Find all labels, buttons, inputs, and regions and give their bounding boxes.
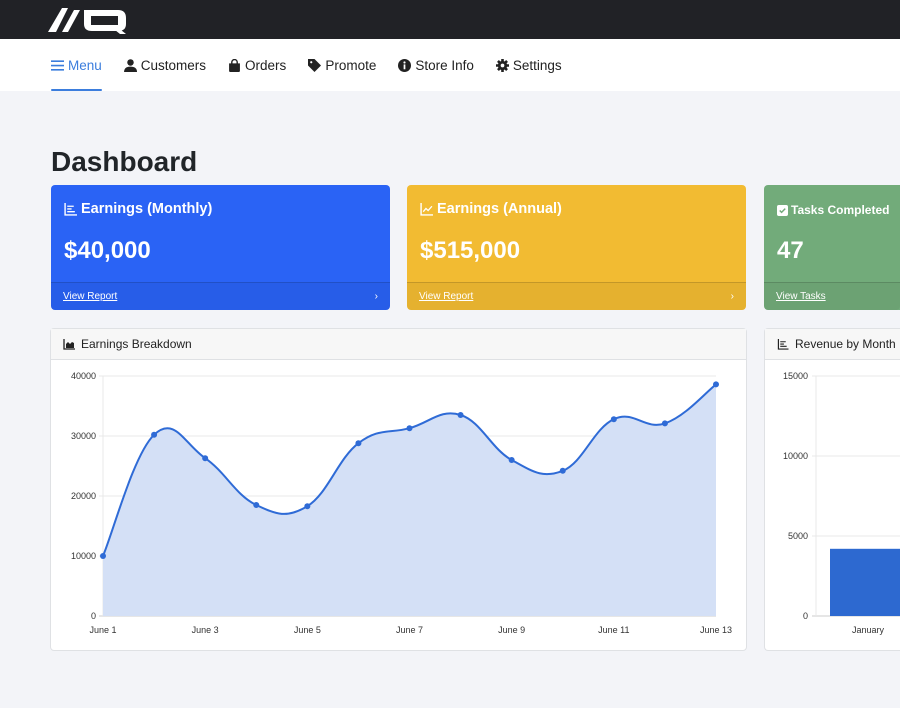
y-tick-label: 15000 — [783, 371, 808, 381]
x-tick-label: June 5 — [294, 625, 321, 635]
x-tick-label: January — [852, 625, 885, 635]
data-point — [202, 455, 209, 462]
bar-chart-icon — [777, 338, 789, 350]
y-tick-label: 40000 — [71, 371, 96, 381]
nav-label: Promote — [325, 57, 377, 73]
stat-value: $40,000 — [64, 237, 151, 264]
nav-store-info[interactable]: Store Info — [398, 39, 474, 91]
page-title: Dashboard — [51, 146, 198, 177]
data-point — [406, 425, 413, 432]
x-tick-label: June 9 — [498, 625, 525, 635]
line-chart-icon — [420, 202, 433, 216]
nav-orders[interactable]: Orders — [228, 39, 286, 91]
nav-label: Menu — [68, 57, 102, 73]
user-icon — [123, 58, 137, 72]
stat-value: 47 — [777, 237, 804, 264]
card-title: Earnings Breakdown — [81, 337, 192, 351]
bar — [830, 548, 900, 616]
data-point — [457, 412, 464, 418]
data-point — [559, 467, 566, 474]
x-tick-label: June 7 — [396, 625, 423, 635]
view-tasks-link[interactable]: View Tasks — [776, 291, 826, 302]
y-tick-label: 30000 — [71, 431, 96, 441]
nav-label: Customers — [140, 57, 207, 73]
x-tick-label: June 11 — [598, 625, 629, 635]
chevron-right-icon[interactable]: › — [374, 291, 378, 302]
view-report-link[interactable]: View Report — [419, 291, 474, 302]
stat-card-annual: Earnings (Annual) $515,000 View Report › — [407, 185, 746, 310]
y-tick-label: 0 — [803, 611, 808, 621]
stat-card-monthly: Earnings (Monthly) $40,000 View Report › — [51, 185, 390, 310]
nav-label: Orders — [245, 57, 287, 73]
nav-promote[interactable]: Promote — [308, 39, 376, 91]
y-tick-label: 5000 — [788, 531, 808, 541]
revenue-by-month-card: Revenue by Month 0 5000 10000 15000 January — [764, 328, 900, 651]
gear-icon — [495, 58, 509, 72]
area-fill — [103, 384, 716, 616]
logo[interactable] — [46, 4, 130, 34]
bar-chart-icon — [64, 202, 77, 216]
data-point — [661, 420, 668, 427]
x-tick-label: June 13 — [700, 625, 732, 635]
top-bar — [0, 0, 900, 39]
area-chart-icon — [63, 338, 75, 350]
data-point — [304, 503, 311, 510]
tag-icon — [308, 58, 322, 72]
stat-card-tasks: Tasks Completed 47 View Tasks — [764, 185, 900, 310]
nav-settings[interactable]: Settings — [495, 39, 562, 91]
info-circle-icon — [398, 58, 412, 72]
y-tick-label: 20000 — [71, 491, 96, 501]
revenue-bar-chart: 0 5000 10000 15000 January — [783, 371, 900, 635]
y-tick-label: 0 — [91, 611, 96, 621]
y-tick-label: 10000 — [71, 551, 96, 561]
card-title: Revenue by Month — [795, 337, 896, 351]
nav-customers[interactable]: Customers — [123, 39, 207, 91]
data-point — [508, 457, 515, 463]
earnings-area-chart: 0 10000 20000 30000 40000 June 1 June 3 June 5 J… — [71, 371, 732, 635]
chevron-right-icon[interactable]: › — [730, 291, 734, 302]
stat-title: Earnings (Annual) — [437, 201, 562, 217]
main-nav: Menu Customers Orders Promote Store Info… — [0, 39, 900, 91]
data-point — [610, 416, 617, 423]
shopping-bag-icon — [229, 58, 240, 72]
nav-menu[interactable]: Menu — [51, 39, 102, 91]
y-tick-label: 10000 — [783, 451, 808, 461]
data-point — [713, 381, 719, 388]
nav-label: Settings — [512, 57, 562, 73]
nav-label: Store Info — [415, 57, 474, 73]
stat-title: Tasks Completed — [791, 203, 890, 217]
data-point — [151, 431, 158, 438]
earnings-breakdown-card: Earnings Breakdown 0 10000 20000 30000 40000… — [50, 328, 747, 651]
x-tick-label: June 3 — [192, 625, 219, 635]
data-point — [355, 440, 362, 447]
x-tick-label: June 1 — [89, 625, 116, 635]
stat-title: Earnings (Monthly) — [81, 201, 213, 217]
bars-icon — [51, 59, 64, 71]
stat-value: $515,000 — [420, 237, 521, 264]
data-point — [253, 502, 260, 508]
data-point — [100, 553, 106, 559]
check-square-icon — [777, 204, 788, 216]
view-report-link[interactable]: View Report — [63, 291, 118, 302]
